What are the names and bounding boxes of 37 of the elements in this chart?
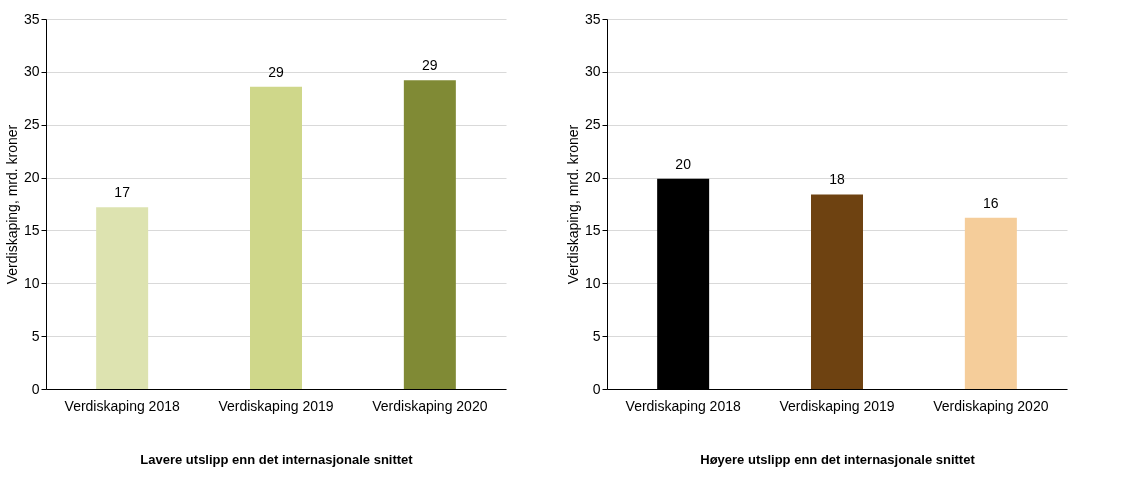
y-tick-label: 5 xyxy=(592,327,601,344)
data-label: 17 xyxy=(114,184,131,201)
x-tick-label: Verdiskaping 2019 xyxy=(779,397,895,414)
x-tick-label: Verdiskaping 2018 xyxy=(64,397,180,414)
x-axis-title: Lavere utslipp enn det internasjonale snittet xyxy=(140,451,414,467)
x-tick-label: Verdiskaping 2020 xyxy=(933,397,1049,414)
x-axis-title: Høyere utslipp enn det internasjonale snittet xyxy=(700,451,976,467)
data-label: 20 xyxy=(675,155,692,172)
y-tick-label: 35 xyxy=(584,10,601,27)
x-tick-label: Verdiskaping 2019 xyxy=(218,397,334,414)
y-tick-label: 0 xyxy=(31,380,40,397)
data-label: 29 xyxy=(422,57,438,74)
y-tick-label: 30 xyxy=(584,63,601,80)
y-tick-label: 25 xyxy=(584,116,601,133)
y-tick-label: 5 xyxy=(31,327,40,344)
bar xyxy=(403,80,456,389)
y-axis-title: Verdiskaping, mrd. kroner xyxy=(3,124,20,285)
bar xyxy=(250,86,302,389)
y-tick-label: 20 xyxy=(584,169,601,186)
y-tick-label: 25 xyxy=(23,116,40,133)
y-tick-label: 0 xyxy=(592,380,601,397)
y-tick-label: 10 xyxy=(584,274,601,291)
x-tick-label: Verdiskaping 2020 xyxy=(372,397,488,414)
data-label: 29 xyxy=(268,63,284,80)
y-tick-label: 35 xyxy=(23,10,40,27)
bar xyxy=(964,217,1017,389)
y-tick-label: 15 xyxy=(23,221,40,238)
y-tick-label: 10 xyxy=(23,274,40,291)
bar xyxy=(811,194,863,389)
y-tick-label: 30 xyxy=(23,63,40,80)
y-tick-label: 15 xyxy=(584,221,601,238)
data-label: 16 xyxy=(983,194,999,211)
y-axis-title: Verdiskaping, mrd. kroner xyxy=(564,124,581,285)
x-tick-label: Verdiskaping 2018 xyxy=(625,397,741,414)
data-label: 18 xyxy=(829,171,845,188)
bar xyxy=(96,207,149,389)
y-tick-label: 20 xyxy=(23,169,40,186)
